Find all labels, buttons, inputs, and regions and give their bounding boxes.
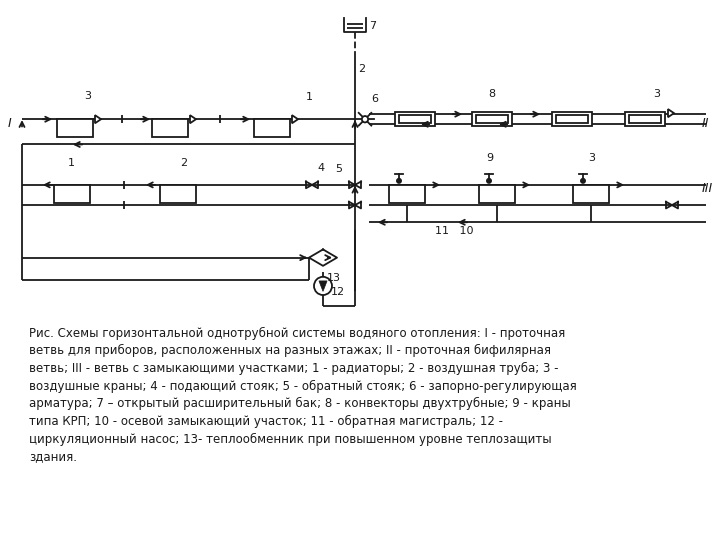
Bar (476, 115, 508, 123)
Text: 8: 8 (488, 89, 495, 99)
Circle shape (362, 116, 368, 123)
Polygon shape (190, 115, 196, 123)
Text: 3: 3 (588, 153, 595, 163)
Text: 3: 3 (653, 89, 660, 99)
Text: 2: 2 (358, 64, 365, 73)
Bar (629, 115, 661, 123)
Circle shape (397, 179, 401, 183)
Bar (152, 119, 188, 137)
Polygon shape (292, 115, 298, 123)
Bar (254, 119, 290, 137)
Text: 2: 2 (180, 158, 187, 167)
Polygon shape (668, 109, 674, 117)
Circle shape (581, 179, 585, 183)
Bar (389, 185, 425, 203)
Text: Рис. Схемы горизонтальной однотрубной системы водяного отопления: I - проточная
: Рис. Схемы горизонтальной однотрубной си… (29, 327, 577, 463)
Bar (395, 112, 435, 126)
Bar (625, 112, 665, 126)
Bar (556, 115, 588, 123)
Bar (573, 185, 609, 203)
Text: 1: 1 (68, 158, 75, 167)
Bar (479, 185, 515, 203)
Polygon shape (95, 115, 101, 123)
Text: 5: 5 (335, 164, 342, 174)
Text: II: II (702, 117, 709, 130)
Text: 6: 6 (371, 94, 378, 104)
Text: III: III (702, 183, 714, 195)
Bar (54, 185, 90, 203)
Text: 12: 12 (331, 287, 345, 297)
Text: 9: 9 (486, 153, 493, 163)
Bar (57, 119, 93, 137)
Text: 1: 1 (306, 92, 313, 102)
Bar (399, 115, 431, 123)
Text: 3: 3 (84, 91, 91, 101)
Text: 13: 13 (327, 273, 341, 283)
Bar (160, 185, 196, 203)
Polygon shape (319, 281, 327, 292)
Circle shape (487, 179, 491, 183)
Bar (552, 112, 592, 126)
Text: 4: 4 (317, 163, 324, 173)
Text: 11   10: 11 10 (435, 226, 474, 237)
Text: 7: 7 (369, 21, 376, 31)
Circle shape (314, 277, 332, 295)
Bar (472, 112, 512, 126)
Text: I: I (8, 117, 12, 130)
